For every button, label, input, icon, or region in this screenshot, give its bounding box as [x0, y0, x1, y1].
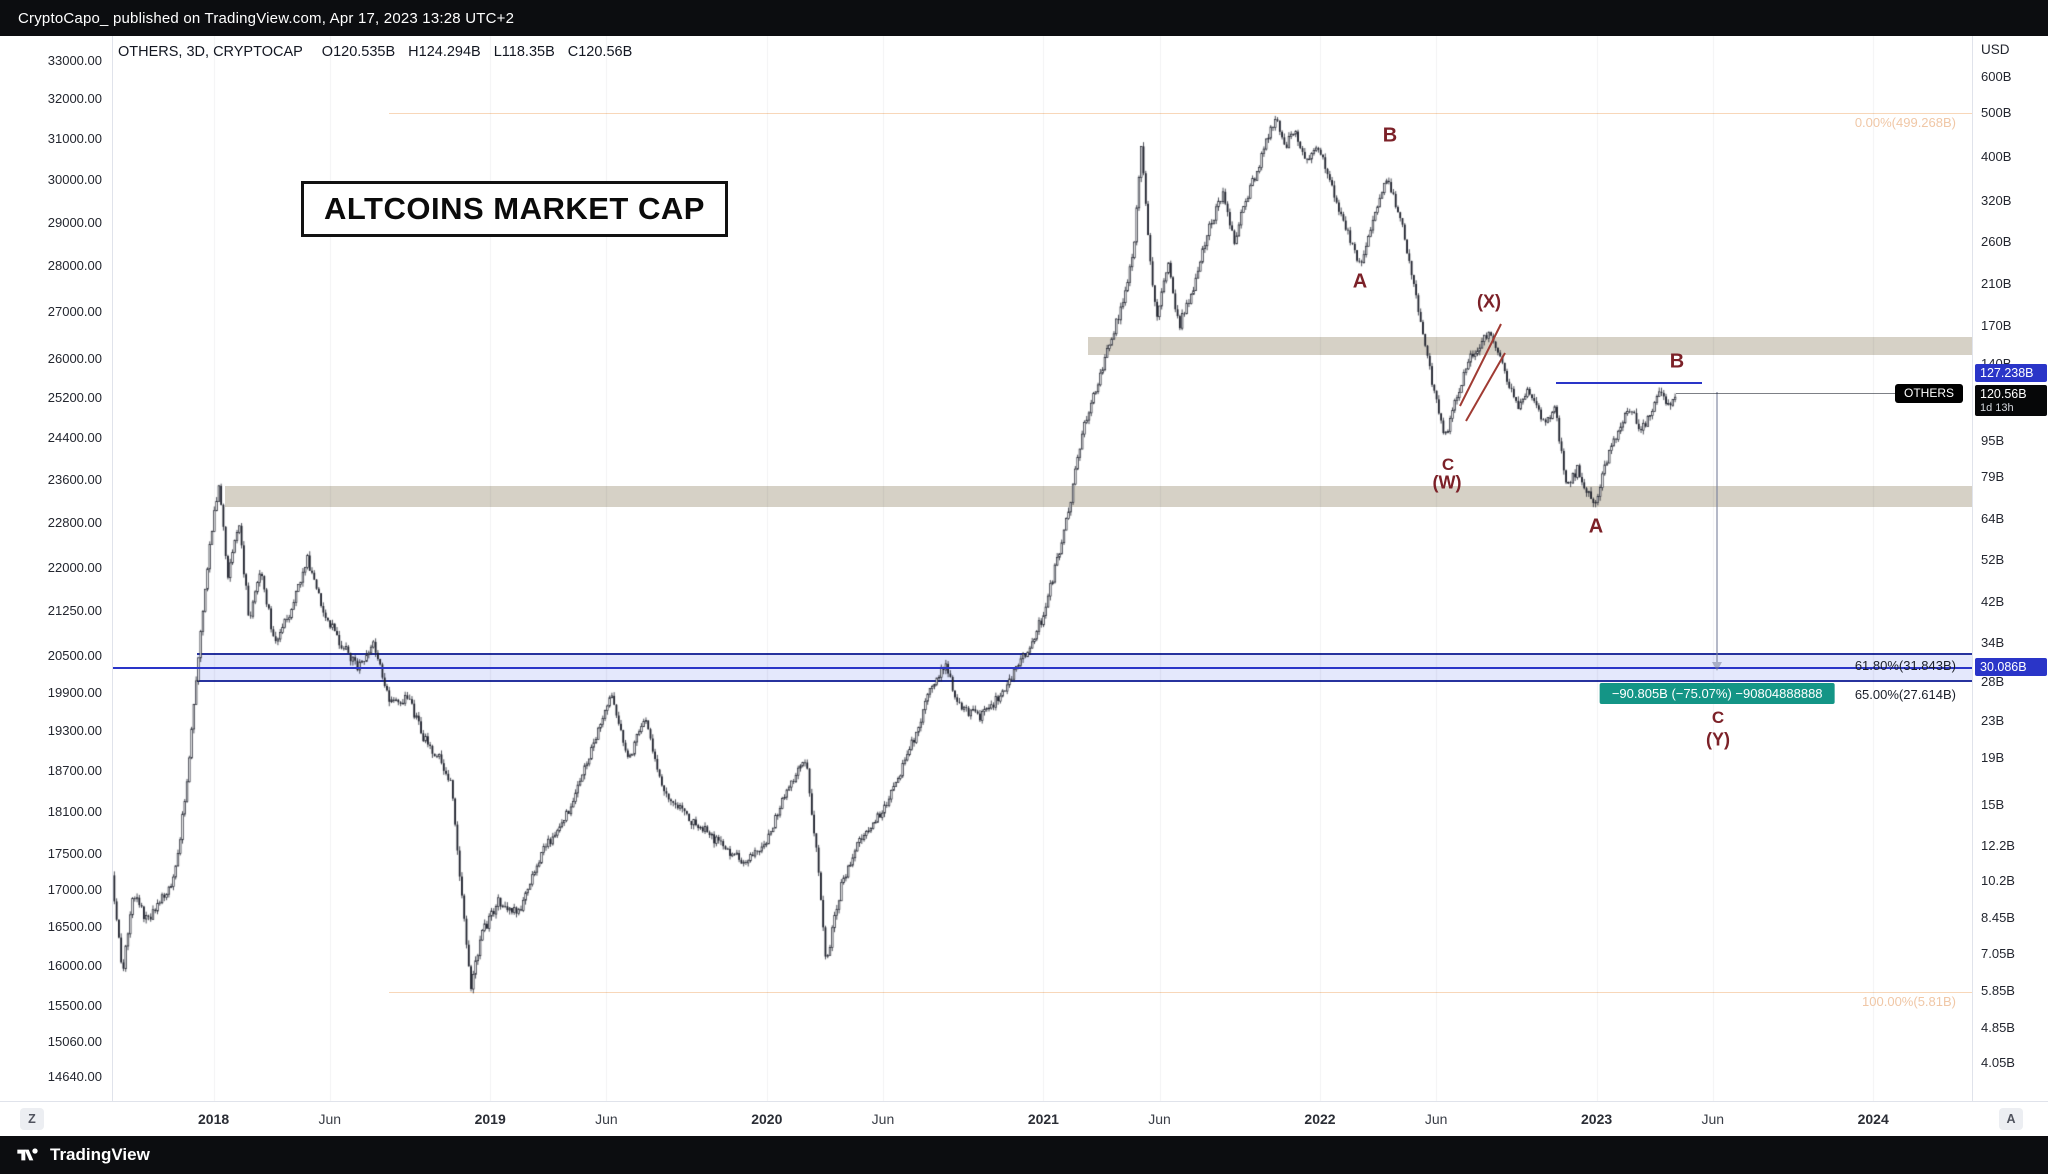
right-axis-tick: 52B	[1981, 551, 2005, 567]
right-axis-tick: 7.05B	[1981, 945, 2015, 961]
left-axis-tick: 17000.00	[47, 882, 102, 898]
time-axis-tick: 2018	[198, 1111, 230, 1127]
left-axis-tick: 27000.00	[47, 303, 102, 319]
time-axis-tick: 2019	[474, 1111, 506, 1127]
right-price-axis[interactable]: USD 127.238B 120.56B 1d 13h 30.086B 600B…	[1972, 36, 2048, 1101]
time-axis-tick: Jun	[871, 1111, 895, 1127]
bar-countdown: 1d 13h	[1980, 401, 2014, 414]
left-axis-tick: 24400.00	[47, 430, 102, 446]
price-tag-target: 30.086B	[1975, 658, 2047, 677]
left-axis-tick: 15060.00	[47, 1033, 102, 1049]
time-axis-tick: Jun	[1701, 1111, 1725, 1127]
right-axis-tick: 500B	[1981, 104, 2012, 120]
legend-close: C120.56B	[567, 44, 633, 60]
right-axis-tick: 4.85B	[1981, 1019, 2015, 1035]
legend-low: L118.35B	[493, 44, 555, 60]
left-axis-tick: 16000.00	[47, 957, 102, 973]
time-axis-tick: 2022	[1304, 1111, 1336, 1127]
price-tag-last: 120.56B 1d 13h	[1975, 384, 2047, 416]
right-axis-tick: 320B	[1981, 193, 2012, 209]
right-axis-tick: 260B	[1981, 234, 2012, 250]
legend-open: O120.535B	[321, 44, 396, 60]
right-axis-tick: 42B	[1981, 593, 2005, 609]
right-axis-tick: 28B	[1981, 673, 2005, 689]
right-axis-tick: 34B	[1981, 635, 2005, 651]
projection-arrowhead	[1712, 662, 1722, 671]
publish-header-bar: CryptoCapo_ published on TradingView.com…	[0, 0, 2048, 36]
left-axis-tick: 23600.00	[47, 472, 102, 488]
last-price-value: 120.56B	[1980, 386, 2027, 401]
time-axis-tick: Jun	[1424, 1111, 1448, 1127]
right-axis-tick: 170B	[1981, 317, 2012, 333]
right-axis-tick: 95B	[1981, 432, 2005, 448]
tradingview-brand[interactable]: TradingView	[50, 1145, 150, 1164]
bear-wedge-line[interactable]	[1465, 352, 1506, 422]
right-axis-tick: 600B	[1981, 69, 2012, 84]
left-axis-tick: 21250.00	[47, 603, 102, 619]
price-tag-resistance: 127.238B	[1975, 364, 2047, 383]
right-axis-tick: 19B	[1981, 750, 2005, 766]
right-axis-tick: 15B	[1981, 796, 2005, 812]
left-axis-tick: 19900.00	[47, 685, 102, 701]
time-axis-tick: 2023	[1581, 1111, 1613, 1127]
left-axis-tick: 31000.00	[47, 131, 102, 147]
time-axis-tick: Jun	[318, 1111, 342, 1127]
chart-title-box[interactable]: ALTCOINS MARKET CAP	[301, 181, 728, 237]
time-axis-tick: 2021	[1027, 1111, 1059, 1127]
footer-bar: TradingView	[0, 1136, 2048, 1174]
left-axis-tick: 25200.00	[47, 390, 102, 406]
right-axis-tick: 12.2B	[1981, 837, 2015, 853]
tradingview-logo-icon[interactable]	[16, 1145, 40, 1165]
time-axis-tick: 2020	[751, 1111, 783, 1127]
left-axis-tick: 22800.00	[47, 515, 102, 531]
right-axis-tick: 400B	[1981, 149, 2012, 165]
right-axis-tick: 10.2B	[1981, 873, 2015, 889]
left-axis-tick: 17500.00	[47, 845, 102, 861]
left-axis-tick: 33000.00	[47, 53, 102, 68]
left-axis-tick: 22000.00	[47, 559, 102, 575]
left-price-axis[interactable]: 33000.00 32000.00 31000.00 30000.00 29000.00…	[0, 36, 113, 1101]
left-axis-tick: 26000.00	[47, 350, 102, 366]
right-axis-tick: 5.85B	[1981, 982, 2015, 998]
left-axis-tick: 29000.00	[47, 214, 102, 230]
right-axis-tick: 79B	[1981, 469, 2005, 485]
time-axis-tick: Jun	[1148, 1111, 1171, 1127]
right-axis-tick: 8.45B	[1981, 910, 2015, 926]
right-axis-tick: 64B	[1981, 510, 2005, 526]
time-axis-tick: Jun	[595, 1111, 618, 1127]
axis-currency-label: USD	[1981, 42, 2010, 57]
time-axis[interactable]: Z A 2018 Jun 2019 Jun 2020 Jun 2021 Jun 2022 Jun 2…	[0, 1101, 2048, 1137]
bear-wedge-line[interactable]	[1459, 323, 1502, 407]
left-axis-tick: 20500.00	[47, 648, 102, 664]
left-axis-tick: 30000.00	[47, 172, 102, 188]
legend-high: H124.294B	[408, 44, 481, 60]
left-axis-tick: 16500.00	[47, 919, 102, 935]
publish-attribution: CryptoCapo_ published on TradingView.com…	[18, 9, 515, 27]
timezone-button[interactable]: Z	[20, 1108, 44, 1130]
left-axis-tick: 18700.00	[47, 762, 102, 778]
left-axis-tick: 14640.00	[47, 1068, 102, 1084]
left-axis-tick: 32000.00	[47, 91, 102, 107]
right-axis-tick: 4.05B	[1981, 1055, 2015, 1071]
right-axis-tick: 210B	[1981, 276, 2012, 292]
time-axis-tick: 2024	[1857, 1111, 1889, 1127]
symbol-legend[interactable]: OTHERS, 3D, CRYPTOCAP O120.535B H124.294…	[118, 44, 632, 60]
price-range-label[interactable]: −90.805B (−75.07%) −90804888888	[1599, 683, 1835, 704]
right-axis-tick: 23B	[1981, 712, 2005, 728]
auto-scale-button[interactable]: A	[1999, 1108, 2023, 1130]
left-axis-tick: 19300.00	[47, 723, 102, 739]
left-axis-tick: 15500.00	[47, 997, 102, 1013]
left-axis-tick: 28000.00	[47, 258, 102, 274]
legend-symbol[interactable]: OTHERS, 3D, CRYPTOCAP	[118, 44, 303, 60]
left-axis-tick: 18100.00	[47, 803, 102, 819]
